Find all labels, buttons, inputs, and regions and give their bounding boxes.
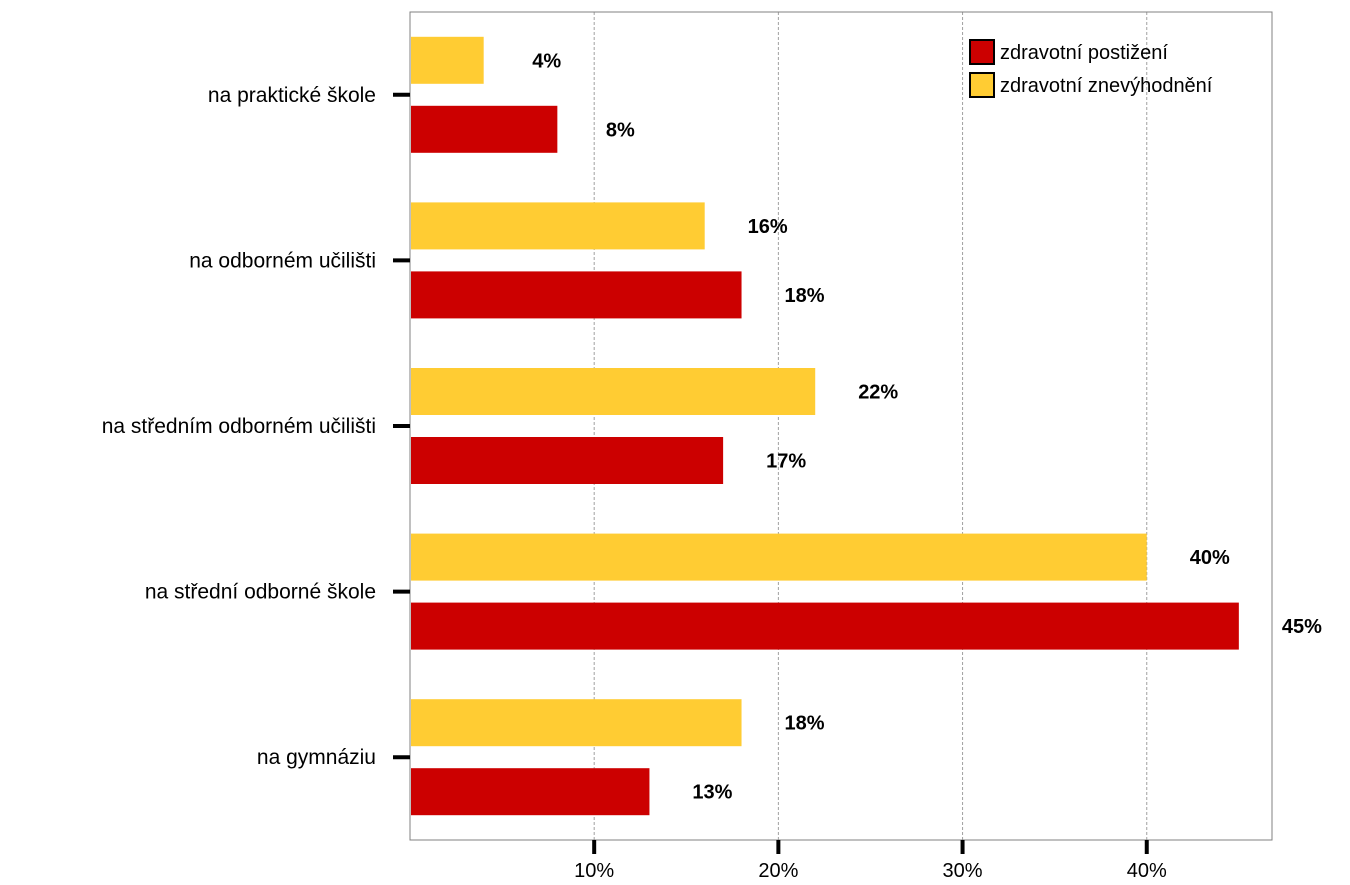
x-tick-label: 40% [1127, 860, 1167, 882]
category-label: na středním odborném učilišti [102, 415, 376, 438]
x-axis: 10% 20% 30% 40% [574, 840, 1167, 882]
legend-swatch [969, 39, 995, 65]
legend-label: zdravotní postižení [1000, 42, 1168, 64]
bar [411, 602, 1239, 650]
bar [411, 437, 724, 484]
data-label: 18% [785, 713, 825, 735]
legend: zdravotní postižení zdravotní znevýhodněn… [969, 39, 1213, 98]
data-label: 16% [748, 216, 788, 238]
bars [411, 36, 1239, 816]
category-label: na odborném učilišti [189, 249, 376, 272]
bar [411, 768, 650, 816]
data-label: 17% [766, 451, 806, 473]
data-label: 8% [606, 119, 635, 141]
data-label: 22% [858, 382, 898, 404]
bar [411, 368, 816, 415]
legend-label: zdravotní znevýhodnění [1000, 75, 1213, 97]
y-axis: na praktické škole na odborném učilišti na… [102, 84, 410, 769]
legend-swatch [969, 72, 995, 98]
bar [411, 36, 484, 84]
data-label: 40% [1190, 547, 1230, 569]
x-tick-label: 10% [574, 860, 614, 882]
category-label: na střední odborné škole [145, 581, 376, 604]
data-label: 13% [692, 782, 732, 804]
category-label: na praktické škole [208, 84, 376, 107]
data-label: 18% [785, 285, 825, 307]
x-tick-label: 30% [943, 860, 983, 882]
data-label: 45% [1282, 616, 1322, 638]
bar [411, 533, 1147, 581]
category-label: na gymnáziu [257, 746, 376, 769]
data-labels: 4% 8% 16% 18% 22% 17% 40% 45% 18% 13% [532, 50, 1322, 803]
x-tick-label: 20% [758, 860, 798, 882]
bar [411, 699, 742, 747]
bar [411, 271, 742, 319]
bar [411, 105, 558, 153]
bar [411, 202, 705, 250]
data-label: 4% [532, 50, 561, 72]
